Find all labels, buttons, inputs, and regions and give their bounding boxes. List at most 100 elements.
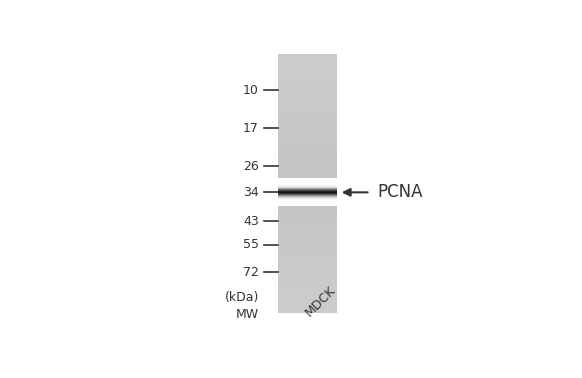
Bar xyxy=(278,273,336,274)
Bar xyxy=(278,196,336,197)
Bar xyxy=(278,194,336,195)
Bar xyxy=(278,144,336,145)
Bar xyxy=(278,107,336,108)
Bar xyxy=(278,129,336,130)
Bar xyxy=(278,197,336,198)
Bar xyxy=(278,230,336,231)
Bar xyxy=(278,87,336,88)
Bar xyxy=(278,58,336,59)
Bar xyxy=(278,291,336,293)
Bar xyxy=(278,264,336,265)
Bar xyxy=(278,295,336,296)
Bar xyxy=(278,229,336,230)
Bar xyxy=(278,198,336,199)
Bar xyxy=(278,70,336,71)
Bar xyxy=(278,185,336,186)
Bar xyxy=(278,251,336,252)
Bar xyxy=(278,255,336,256)
Bar xyxy=(278,101,336,102)
Bar xyxy=(278,63,336,64)
Bar xyxy=(278,124,336,125)
Bar xyxy=(278,189,336,190)
Bar xyxy=(278,69,336,70)
Bar xyxy=(278,195,336,196)
Bar xyxy=(278,282,336,283)
Bar xyxy=(278,280,336,281)
Bar xyxy=(278,231,336,232)
Bar xyxy=(278,219,336,220)
Bar xyxy=(278,283,336,284)
Bar xyxy=(278,303,336,304)
Bar xyxy=(278,286,336,287)
Bar xyxy=(278,216,336,217)
Bar xyxy=(278,205,336,206)
Text: 34: 34 xyxy=(243,186,259,199)
Bar xyxy=(278,97,336,98)
Bar xyxy=(278,306,336,307)
Bar xyxy=(278,174,336,175)
Bar xyxy=(278,104,336,105)
Bar xyxy=(278,119,336,120)
Bar xyxy=(278,205,336,206)
Bar xyxy=(278,189,336,190)
Bar xyxy=(278,181,336,182)
Bar xyxy=(278,195,336,196)
Bar xyxy=(278,206,336,207)
Bar xyxy=(278,254,336,255)
Bar xyxy=(278,171,336,172)
Bar xyxy=(278,232,336,233)
Bar xyxy=(278,227,336,228)
Bar xyxy=(278,310,336,311)
Bar xyxy=(278,203,336,204)
Bar xyxy=(278,184,336,185)
Bar xyxy=(278,260,336,261)
Bar xyxy=(278,157,336,158)
Bar xyxy=(278,131,336,132)
Bar xyxy=(278,199,336,200)
Bar xyxy=(278,236,336,237)
Bar xyxy=(278,120,336,121)
Bar xyxy=(278,197,336,198)
Bar xyxy=(278,214,336,215)
Bar xyxy=(278,245,336,246)
Bar xyxy=(278,164,336,165)
Bar xyxy=(278,178,336,179)
Bar xyxy=(278,213,336,214)
Bar xyxy=(278,297,336,298)
Bar xyxy=(278,204,336,205)
Bar xyxy=(278,139,336,140)
Bar xyxy=(278,304,336,305)
Bar xyxy=(278,186,336,187)
Bar xyxy=(278,225,336,226)
Bar xyxy=(278,93,336,94)
Bar xyxy=(278,93,336,94)
Bar xyxy=(278,124,336,125)
Bar xyxy=(278,182,336,183)
Bar xyxy=(278,310,336,311)
Bar xyxy=(278,180,336,181)
Bar xyxy=(278,200,336,201)
Bar xyxy=(278,75,336,76)
Bar xyxy=(278,198,336,199)
Bar xyxy=(278,90,336,91)
Bar xyxy=(278,308,336,309)
Bar xyxy=(278,98,336,99)
Bar xyxy=(278,154,336,155)
Bar xyxy=(278,145,336,146)
Bar xyxy=(278,99,336,100)
Bar xyxy=(278,251,336,252)
Bar xyxy=(278,146,336,147)
Bar xyxy=(278,190,336,191)
Bar xyxy=(278,84,336,85)
Bar xyxy=(278,182,336,183)
Text: 17: 17 xyxy=(243,122,259,135)
Bar xyxy=(278,85,336,87)
Bar xyxy=(278,191,336,192)
Bar xyxy=(278,65,336,66)
Bar xyxy=(278,164,336,166)
Bar xyxy=(278,235,336,236)
Bar xyxy=(278,257,336,258)
Bar xyxy=(278,85,336,86)
Bar xyxy=(278,170,336,171)
Bar xyxy=(278,222,336,223)
